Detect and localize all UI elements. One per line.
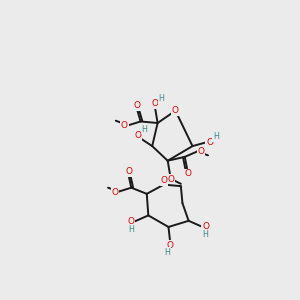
Text: H: H — [203, 230, 208, 239]
Text: O: O — [202, 223, 209, 232]
Text: O: O — [206, 138, 213, 147]
Text: O: O — [152, 99, 159, 108]
Text: H: H — [164, 248, 170, 257]
Text: O: O — [197, 147, 205, 156]
Text: H: H — [159, 94, 164, 103]
Text: O: O — [121, 121, 128, 130]
Text: O: O — [167, 175, 174, 184]
Text: O: O — [134, 101, 141, 110]
Text: O: O — [112, 188, 118, 197]
Text: O: O — [125, 167, 133, 176]
Text: O: O — [184, 169, 191, 178]
Text: H: H — [142, 125, 147, 134]
Text: O: O — [167, 241, 173, 250]
Text: O: O — [160, 176, 167, 185]
Text: O: O — [128, 217, 135, 226]
Text: O: O — [135, 131, 142, 140]
Text: H: H — [213, 132, 219, 141]
Text: H: H — [128, 225, 134, 234]
Text: O: O — [172, 106, 179, 115]
